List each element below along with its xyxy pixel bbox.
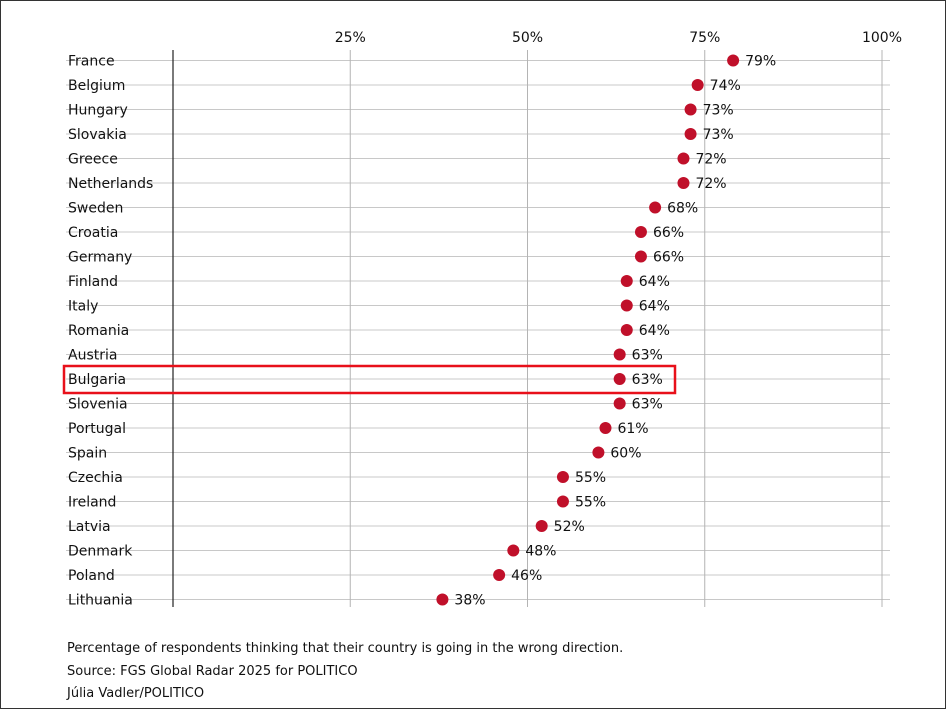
category-label: Croatia [68,225,118,241]
data-point [684,103,697,116]
data-label: 38% [454,593,485,609]
category-label: Italy [68,299,98,315]
category-label: Netherlands [68,176,153,192]
data-labels: 79%74% 73% 73% 72% 72% 68% 66% 66% 64% 64% 64% 63% 6… [454,54,776,609]
category-labels: France Belgium Hungary Slovakia Greece Nether… [68,54,153,609]
data-label: 52% [554,519,585,535]
data-point [677,177,690,189]
data-point [493,569,506,581]
data-label: 72% [695,152,726,168]
data-label: 46% [511,568,542,584]
data-point [436,593,449,606]
data-point [613,397,626,410]
data-point [592,446,605,459]
data-point [634,226,647,238]
category-label: Denmark [68,544,133,560]
category-label: Hungary [68,103,128,119]
data-label: 73% [703,103,734,119]
category-label: Spain [68,446,107,462]
data-label: 64% [639,274,670,290]
x-axis-ticks: 25% 50% 75% 100% [335,30,902,46]
data-label: 60% [610,446,641,462]
category-label: Greece [68,152,118,168]
data-point [507,544,520,557]
category-label: Sweden [68,201,123,217]
chart-credit: Júlia Vadler/POLITICO [67,686,205,701]
category-label: Poland [68,568,115,584]
data-point [599,422,612,434]
category-label: Slovakia [68,127,127,143]
x-tick-label: 100% [862,30,902,46]
data-point [649,201,662,214]
data-point [613,348,626,361]
x-tick-label: 50% [512,30,543,46]
data-label: 64% [639,299,670,315]
data-label: 66% [653,225,684,241]
category-label: Lithuania [68,593,133,609]
data-label: 66% [653,250,684,266]
category-label: Czechia [68,470,123,486]
category-label: France [68,54,115,70]
data-point [535,520,548,532]
chart-description: Percentage of respondents thinking that … [67,641,624,656]
chart-notes: Percentage of respondents thinking that … [67,638,623,706]
data-label: 79% [745,54,776,70]
data-label: 63% [632,348,663,364]
category-label: Germany [68,250,132,266]
data-label: 64% [639,323,670,339]
data-point [620,275,633,287]
data-point [691,79,704,91]
category-label: Bulgaria [68,372,126,388]
category-label: Finland [68,274,118,290]
category-label: Belgium [68,78,125,94]
x-tick-label: 25% [335,30,366,46]
data-label: 63% [632,397,663,413]
grid-lines [66,50,890,607]
data-label: 63% [632,372,663,388]
category-label: Slovenia [68,397,128,413]
data-label: 74% [710,78,741,94]
category-label: Latvia [68,519,111,535]
data-label: 72% [695,176,726,192]
category-label: Austria [68,348,117,364]
data-point [556,495,569,508]
dot-plot-chart: 25% 50% 75% 100% France Belgium Hungary Slovak… [62,30,902,609]
x-tick-label: 75% [689,30,720,46]
data-point [556,471,569,483]
data-label: 48% [525,544,556,560]
data-points [436,54,740,606]
data-label: 61% [617,421,648,437]
data-label: 55% [575,495,606,511]
chart-source: Source: FGS Global Radar 2025 for POLITI… [67,663,358,679]
data-point [620,324,633,336]
category-label: Portugal [68,421,126,437]
category-label: Ireland [68,495,116,511]
data-label: 55% [575,470,606,486]
data-point [727,54,740,67]
data-label: 73% [703,127,734,143]
data-point [684,128,697,140]
data-point [620,299,633,312]
highlight-layer [62,364,677,395]
data-point [634,250,647,263]
highlight-box [62,364,677,395]
category-label: Romania [68,323,129,339]
data-point [677,152,690,165]
data-point [613,373,626,385]
data-label: 68% [667,201,698,217]
